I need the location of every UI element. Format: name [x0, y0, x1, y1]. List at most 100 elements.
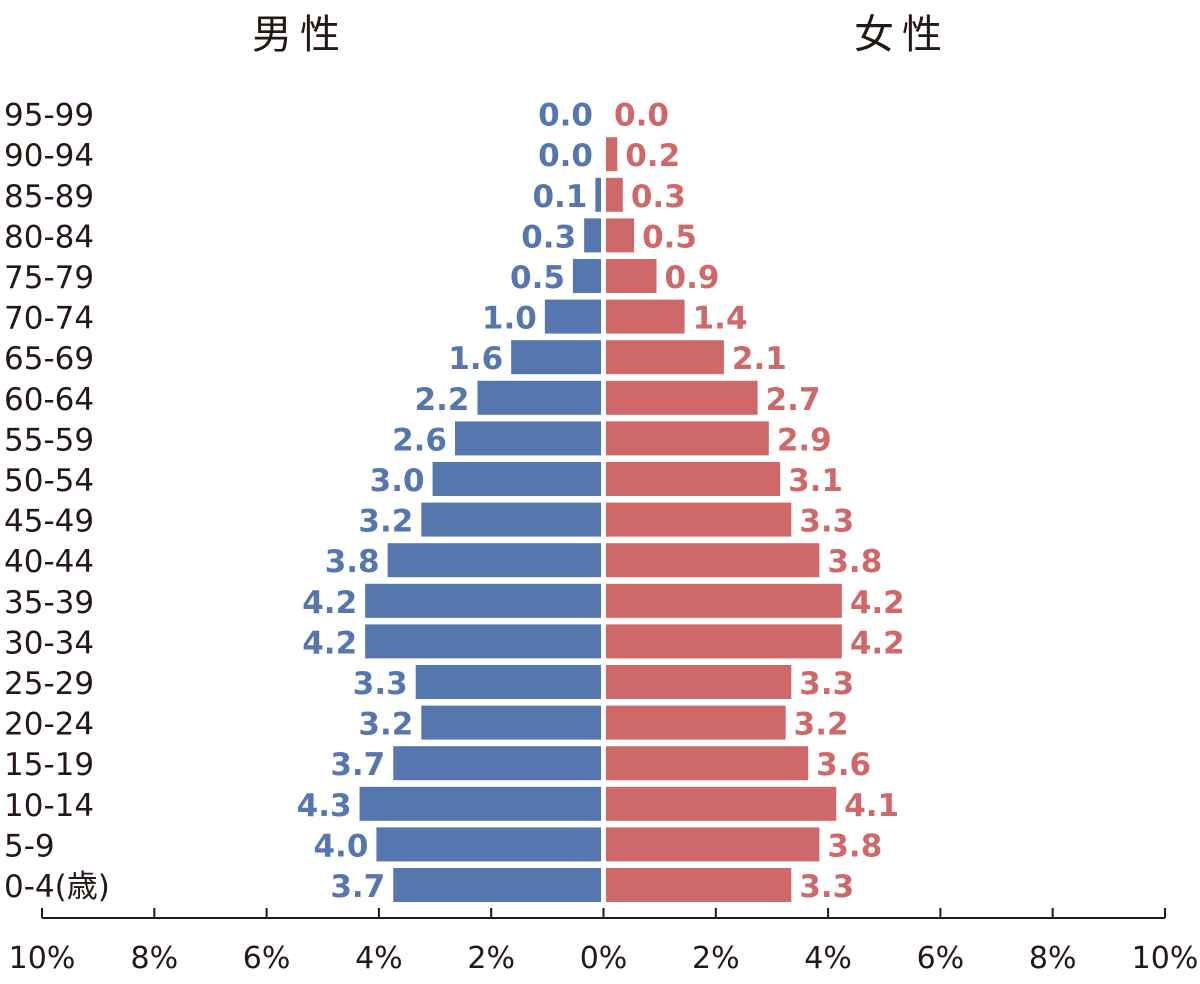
female-bar — [606, 340, 724, 375]
age-label: 20-24 — [4, 707, 94, 743]
age-label: 55-59 — [4, 422, 94, 458]
x-tick-label: 0% — [580, 941, 628, 976]
male-value-label: 1.6 — [448, 341, 503, 377]
female-bar — [606, 177, 623, 212]
female-value-label: 3.2 — [794, 707, 849, 743]
female-bar — [606, 421, 769, 456]
male-value-label: 0.5 — [510, 260, 565, 296]
x-tick-label: 6% — [243, 941, 291, 976]
male-bar — [421, 705, 601, 740]
age-label: 80-84 — [4, 219, 94, 255]
female-value-label: 1.4 — [693, 301, 748, 337]
male-value-label: 4.3 — [297, 788, 352, 824]
x-tick-label: 10% — [1132, 941, 1199, 976]
female-value-label: 3.3 — [799, 504, 854, 540]
female-bar — [606, 299, 685, 334]
x-tick-label: 6% — [917, 941, 965, 976]
male-value-label: 3.7 — [330, 747, 385, 783]
male-bar — [365, 624, 601, 659]
age-label: 5-9 — [4, 828, 55, 864]
female-value-label: 0.5 — [642, 219, 697, 255]
female-bar — [606, 583, 842, 618]
female-bar — [606, 868, 792, 902]
female-value-label: 2.9 — [777, 422, 832, 458]
male-bar — [415, 665, 601, 699]
female-bar — [606, 543, 820, 578]
age-label: 95-99 — [4, 98, 94, 134]
male-bar — [393, 746, 601, 781]
female-header: 女性 — [854, 12, 950, 58]
x-tick-label: 2% — [467, 941, 515, 976]
female-bar — [606, 786, 837, 821]
age-label: 90-94 — [4, 138, 94, 174]
male-value-label: 4.0 — [313, 828, 368, 864]
male-value-label: 2.2 — [415, 382, 470, 418]
age-label: 75-79 — [4, 260, 94, 296]
female-bar — [606, 665, 792, 699]
female-value-label: 2.7 — [766, 382, 821, 418]
age-label: 35-39 — [4, 585, 94, 621]
age-label: 25-29 — [4, 666, 94, 702]
x-tick-label: 8% — [1029, 941, 1077, 976]
age-label: 10-14 — [4, 788, 94, 824]
age-label: 0-4(歳) — [4, 869, 110, 905]
female-value-label: 4.2 — [850, 585, 905, 621]
male-bar — [376, 827, 601, 862]
male-value-label: 4.2 — [302, 585, 357, 621]
male-bar — [421, 502, 601, 537]
male-bar — [365, 583, 601, 618]
age-label: 40-44 — [4, 544, 94, 580]
male-bar — [387, 543, 601, 578]
female-bar — [606, 827, 820, 862]
female-value-label: 2.1 — [732, 341, 787, 377]
x-tick-label: 2% — [692, 941, 740, 976]
age-label: 30-34 — [4, 625, 94, 661]
male-value-label: 3.2 — [358, 504, 413, 540]
male-bar — [595, 177, 601, 212]
female-value-label: 3.3 — [799, 666, 854, 702]
male-bar — [477, 380, 601, 415]
male-value-label: 3.3 — [353, 666, 408, 702]
female-value-label: 4.1 — [844, 788, 899, 824]
male-bar — [511, 340, 601, 375]
x-tick-label: 10% — [9, 941, 76, 976]
female-value-label: 3.3 — [799, 869, 854, 905]
age-label: 85-89 — [4, 179, 94, 215]
male-bar — [432, 462, 601, 496]
male-value-label: 3.8 — [325, 544, 380, 580]
male-value-label: 4.2 — [302, 625, 357, 661]
male-value-label: 0.0 — [538, 98, 593, 134]
male-value-label: 3.7 — [330, 869, 385, 905]
female-value-label: 4.2 — [850, 625, 905, 661]
female-bar — [606, 502, 792, 537]
age-label: 65-69 — [4, 341, 94, 377]
age-label: 60-64 — [4, 382, 94, 418]
female-value-label: 0.9 — [665, 260, 720, 296]
age-label: 70-74 — [4, 301, 94, 337]
female-bar — [606, 746, 809, 781]
male-bar — [544, 299, 601, 334]
male-bar — [584, 218, 601, 253]
male-value-label: 1.0 — [482, 301, 537, 337]
female-value-label: 0.0 — [614, 98, 669, 134]
x-tick-label: 8% — [131, 941, 179, 976]
female-bar — [606, 705, 786, 740]
male-value-label: 2.6 — [392, 422, 447, 458]
age-label: 15-19 — [4, 747, 94, 783]
male-value-label: 0.3 — [521, 219, 576, 255]
age-label: 45-49 — [4, 504, 94, 540]
female-value-label: 0.3 — [631, 179, 686, 215]
male-value-label: 3.0 — [370, 463, 425, 499]
male-value-label: 3.2 — [358, 707, 413, 743]
age-label: 50-54 — [4, 463, 94, 499]
male-header: 男性 — [252, 12, 348, 58]
male-bar — [359, 786, 601, 821]
female-value-label: 3.1 — [788, 463, 843, 499]
female-bar — [606, 137, 618, 172]
male-value-label: 0.1 — [532, 179, 587, 215]
female-bar — [606, 380, 758, 415]
male-bar — [572, 259, 601, 293]
female-value-label: 3.6 — [816, 747, 871, 783]
female-value-label: 3.8 — [827, 828, 882, 864]
